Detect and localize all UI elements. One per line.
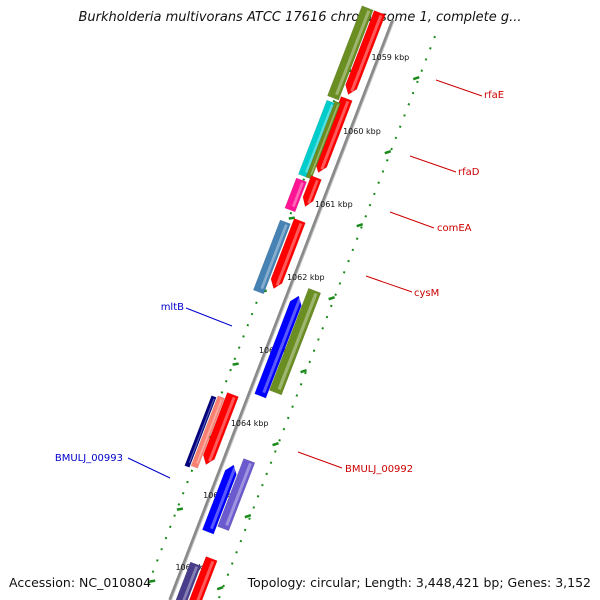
kbp-tick-mark [272, 441, 279, 447]
outer-dotted-track [144, 10, 370, 592]
kbp-tick-mark [356, 222, 364, 228]
gene-feature-olive-1[interactable] [327, 5, 374, 101]
kbp-tick-label: 1059 kbp [372, 53, 410, 62]
kbp-tick-mark [216, 585, 224, 591]
kbp-tick-mark [244, 513, 252, 519]
kbp-tick-mark [412, 75, 420, 81]
gene-features [175, 5, 386, 600]
gene-label-rfaE[interactable]: rfaE [435, 79, 504, 101]
gene-feature-BMULJ_00992[interactable] [184, 395, 217, 468]
kbp-tick-label: 1061 kbp [315, 200, 353, 209]
backbone-highlight [171, 19, 395, 600]
leader-line [297, 451, 343, 469]
leader-line [389, 211, 435, 229]
gene-label-rfaD[interactable]: rfaD [409, 155, 480, 178]
gene-label-comEA[interactable]: comEA [389, 211, 472, 234]
gene-name: rfaE [484, 90, 504, 101]
outer-tick-mark [232, 362, 239, 366]
gene-feature-red-small[interactable] [302, 175, 322, 208]
gene-feature-red-bottom[interactable] [187, 556, 218, 600]
dotted-tracks [144, 10, 436, 600]
outer-tick-mark [288, 216, 295, 220]
leader-line [127, 457, 171, 479]
gene-feature-mltB[interactable] [269, 287, 322, 396]
gene-feature-rfaE[interactable] [345, 10, 386, 96]
kbp-tick-mark [328, 295, 336, 301]
gene-name: comEA [437, 223, 472, 234]
inner-dotted-track [217, 35, 436, 600]
leader-line [185, 307, 233, 327]
gene-feature-rfaD[interactable] [315, 96, 353, 174]
outer-tick-mark [148, 579, 156, 583]
gene-label-BMULJ_00992[interactable]: BMULJ_00992 [297, 451, 413, 475]
gene-name: BMULJ_00993 [55, 453, 123, 464]
gene-feature-blue-2[interactable] [202, 464, 237, 535]
kbp-tick-label: 1062 kbp [287, 273, 325, 282]
backbone [168, 19, 395, 600]
gene-feature-darkslate-bottom[interactable] [175, 561, 202, 600]
topology-text: Topology: circular; Length: 3,448,421 bp… [247, 575, 591, 590]
gene-feature-BMULJ_00993[interactable] [217, 458, 256, 532]
leader-line [435, 79, 483, 97]
kbp-tick-label: 1060 kbp [343, 127, 381, 136]
gene-labels: rfaE rfaD comEA cysM mltB BMULJ_00992 BMULJ_00… [55, 79, 504, 479]
leader-line [409, 155, 457, 173]
gene-name: rfaD [458, 167, 480, 178]
backbone-line [168, 19, 395, 600]
leader-line [365, 275, 413, 293]
accession-text: Accession: NC_010804 [9, 575, 152, 590]
map-title: Burkholderia multivorans ATCC 17616 chro… [78, 10, 522, 25]
gene-feature-blue-1[interactable] [254, 295, 302, 399]
gene-feature-cysM[interactable] [252, 219, 291, 295]
gene-name: BMULJ_00992 [345, 464, 413, 475]
kbp-tick-label: 1064 kbp [231, 419, 269, 428]
gene-feature-red-cysM[interactable] [270, 218, 306, 290]
outer-tick-mark [176, 507, 184, 511]
gene-name: mltB [161, 302, 184, 313]
kbp-tick-mark [300, 368, 307, 374]
gene-feature-salmon[interactable] [190, 395, 225, 469]
gene-name: cysM [414, 288, 439, 299]
kbp-tick-mark [384, 149, 392, 155]
gene-label-BMULJ_00993[interactable]: BMULJ_00993 [55, 453, 171, 479]
gene-feature-red-BMULJ_00992[interactable] [202, 392, 239, 466]
gene-feature-olive-2[interactable] [305, 100, 341, 180]
gene-feature-comEA[interactable] [284, 177, 307, 213]
gene-label-cysM[interactable]: cysM [365, 275, 439, 299]
gene-label-mltB[interactable]: mltB [161, 302, 233, 327]
